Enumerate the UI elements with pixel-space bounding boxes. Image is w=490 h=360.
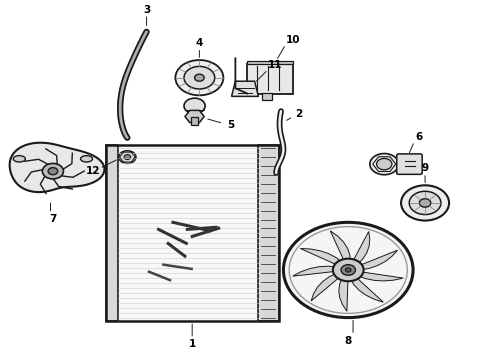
Circle shape — [377, 158, 392, 170]
Circle shape — [333, 259, 364, 281]
Text: 3: 3 — [143, 5, 150, 15]
Polygon shape — [311, 273, 341, 301]
Circle shape — [184, 66, 215, 89]
Bar — [262, 93, 272, 100]
FancyBboxPatch shape — [397, 154, 422, 174]
Ellipse shape — [13, 156, 25, 162]
Circle shape — [124, 154, 131, 159]
Bar — [106, 145, 279, 321]
Circle shape — [419, 199, 431, 207]
Text: 11: 11 — [268, 60, 282, 70]
Polygon shape — [339, 278, 348, 311]
Text: 1: 1 — [189, 339, 196, 349]
Circle shape — [195, 74, 204, 81]
Text: 2: 2 — [295, 109, 302, 120]
Circle shape — [184, 98, 205, 114]
Polygon shape — [293, 266, 337, 276]
Polygon shape — [359, 250, 397, 270]
Text: 7: 7 — [49, 214, 57, 224]
Polygon shape — [10, 143, 104, 192]
Polygon shape — [300, 248, 342, 265]
Bar — [106, 145, 279, 321]
Text: 9: 9 — [421, 163, 429, 174]
Bar — [247, 61, 293, 64]
Ellipse shape — [80, 156, 93, 162]
Circle shape — [345, 268, 351, 272]
Circle shape — [48, 168, 58, 175]
Text: 12: 12 — [86, 166, 100, 176]
Text: 6: 6 — [416, 132, 423, 141]
Circle shape — [283, 222, 413, 318]
Circle shape — [42, 163, 64, 179]
Text: 10: 10 — [286, 35, 300, 45]
Text: 4: 4 — [196, 39, 203, 49]
Polygon shape — [330, 231, 350, 262]
Bar — [247, 64, 293, 94]
Bar — [191, 117, 198, 125]
Circle shape — [409, 191, 441, 215]
Circle shape — [119, 151, 136, 163]
Polygon shape — [353, 231, 370, 264]
Bar — [258, 145, 279, 321]
Polygon shape — [232, 81, 258, 96]
Polygon shape — [350, 277, 383, 302]
Text: 8: 8 — [344, 336, 352, 346]
Circle shape — [401, 185, 449, 221]
Text: 5: 5 — [227, 120, 234, 130]
Circle shape — [175, 60, 223, 95]
Bar — [106, 145, 118, 321]
Polygon shape — [357, 272, 403, 281]
Circle shape — [370, 153, 399, 175]
Circle shape — [341, 265, 355, 275]
Polygon shape — [185, 111, 204, 123]
